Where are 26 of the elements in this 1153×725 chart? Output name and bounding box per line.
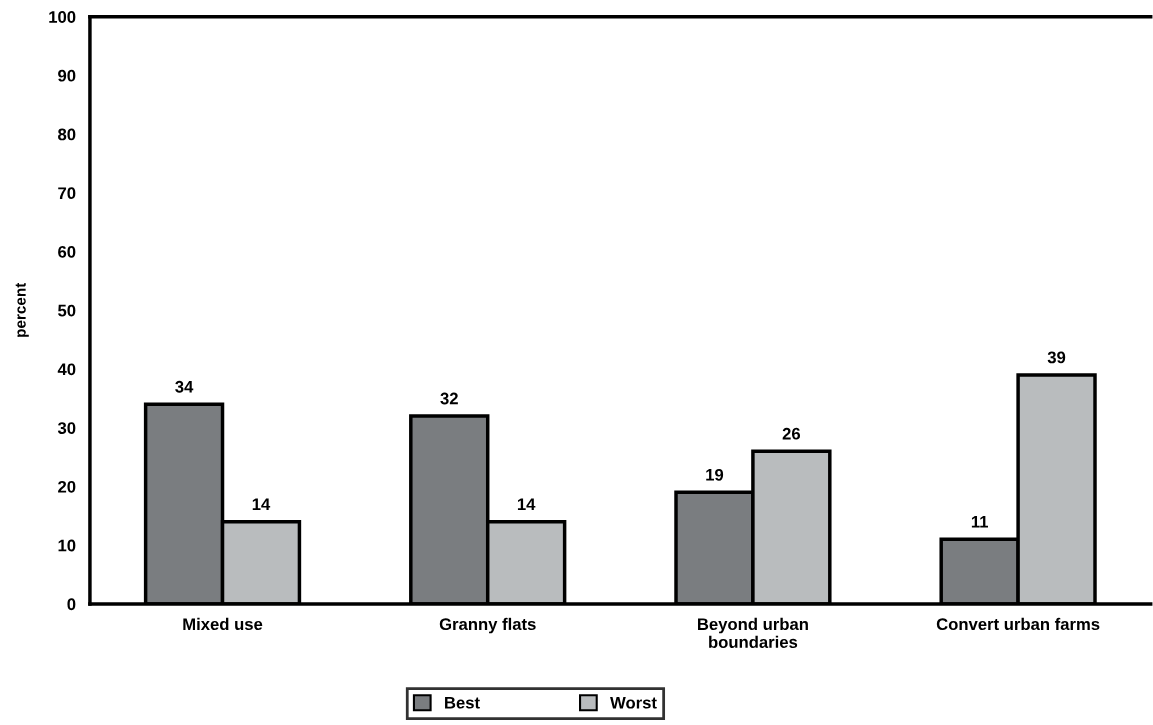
y-tick-label: 0	[67, 598, 76, 611]
y-axis-title: percent	[15, 282, 29, 337]
y-tick-label: 30	[57, 422, 76, 434]
legend-label: Worst	[610, 696, 657, 709]
data-label: 32	[440, 392, 458, 405]
y-tick-label: 50	[58, 304, 76, 317]
y-tick-label: 90	[58, 69, 76, 82]
x-tick-label: Beyond urban boundaries	[698, 617, 808, 649]
data-label: 34	[175, 380, 194, 393]
data-label: 39	[1047, 351, 1066, 364]
y-tick-label: 20	[58, 480, 76, 493]
y-tick-label: 10	[58, 539, 76, 552]
x-tick-label: Mixed use	[183, 617, 263, 631]
data-label: 14	[252, 498, 271, 510]
y-tick-label: 70	[58, 187, 76, 200]
x-tick-label: Granny flats	[439, 617, 536, 634]
data-label: 19	[706, 468, 724, 481]
data-label: 14	[517, 498, 536, 510]
legend-label: Best	[445, 696, 480, 709]
y-tick-label: 100	[49, 11, 76, 23]
x-tick-label: Convert urban farms	[936, 617, 1100, 631]
data-label: 11	[971, 516, 988, 528]
y-tick-label: 80	[58, 128, 76, 141]
y-tick-label: 60	[58, 245, 76, 258]
data-label: 26	[782, 427, 801, 440]
y-tick-label: 40	[57, 363, 76, 376]
